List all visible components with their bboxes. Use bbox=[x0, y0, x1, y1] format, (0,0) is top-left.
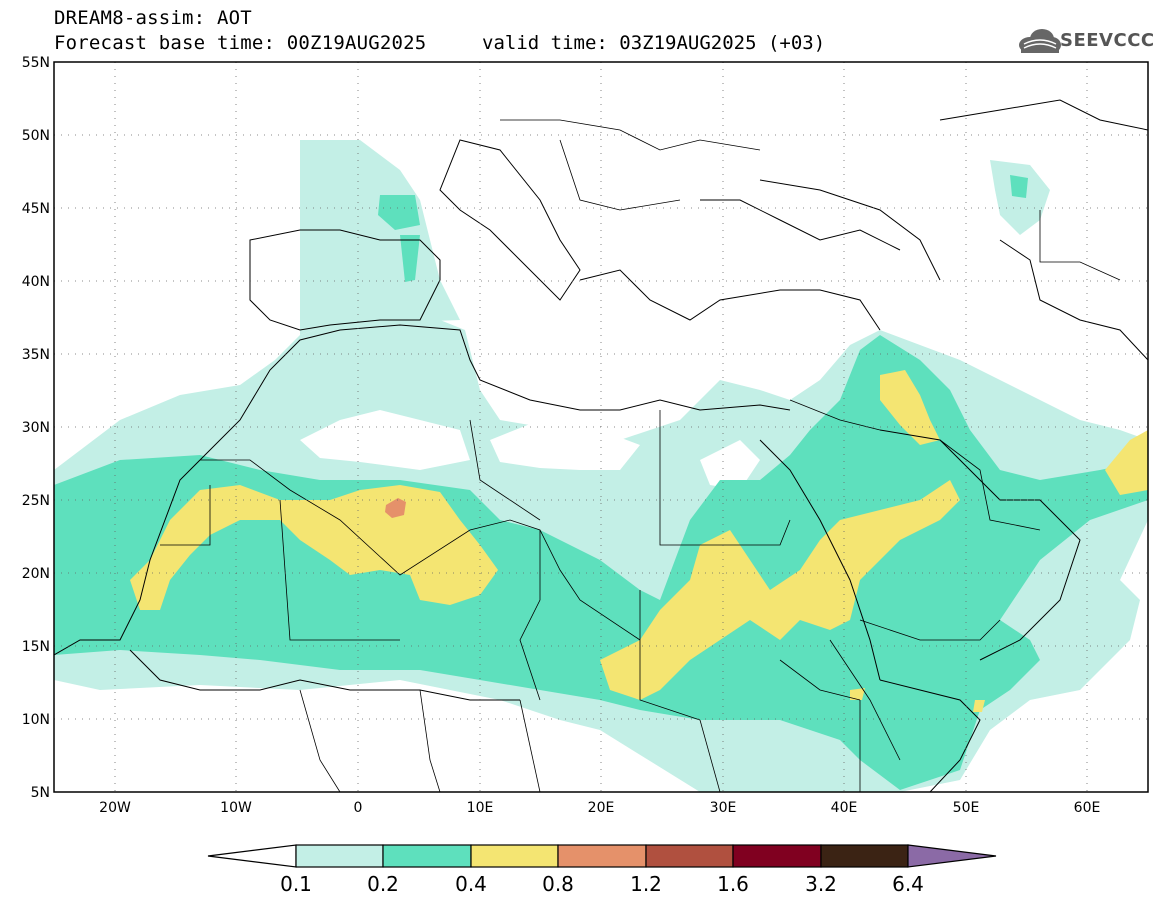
lon-tick: 30E bbox=[710, 800, 737, 816]
lat-tick: 30N bbox=[22, 420, 50, 436]
logo-text: SEEVCCC bbox=[1060, 30, 1155, 51]
lon-tick: 40E bbox=[831, 800, 858, 816]
lon-axis: 20W 10W 0 10E 20E 30E 40E 50E 60E bbox=[99, 800, 1100, 816]
colorbar-high-arrow bbox=[907, 844, 997, 868]
cloud-logo-icon bbox=[1019, 29, 1061, 53]
model-title: DREAM8-assim: AOT bbox=[54, 7, 252, 29]
colorbar-label: 1.6 bbox=[717, 872, 749, 896]
colorbar-cell bbox=[382, 844, 472, 868]
map-frame bbox=[53, 61, 1149, 793]
lon-tick: 0 bbox=[354, 800, 363, 816]
lat-axis: 55N 50N 45N 40N 35N 30N 25N 20N 15N 10N … bbox=[22, 55, 50, 801]
lon-tick: 60E bbox=[1074, 800, 1101, 816]
lat-tick: 25N bbox=[22, 493, 50, 509]
colorbar-label: 0.4 bbox=[455, 872, 487, 896]
aot-field bbox=[54, 62, 1148, 792]
lat-tick: 15N bbox=[22, 639, 50, 655]
lat-tick: 40N bbox=[22, 274, 50, 290]
country-borders bbox=[160, 119, 1121, 792]
lon-tick: 10E bbox=[467, 800, 494, 816]
aot-band-0.4-0.8 bbox=[130, 370, 1148, 712]
colorbar-label: 0.1 bbox=[280, 872, 312, 896]
colorbar-label: 0.8 bbox=[542, 872, 574, 896]
colorbar-cell bbox=[557, 844, 647, 868]
colorbar-cell bbox=[820, 844, 909, 868]
aot-clear-areas bbox=[300, 410, 760, 490]
lat-tick: 35N bbox=[22, 347, 50, 363]
colorbar-low-arrow bbox=[207, 844, 297, 868]
valid-time: valid time: 03Z19AUG2025 (+03) bbox=[482, 32, 826, 54]
lon-tick: 50E bbox=[953, 800, 980, 816]
lat-tick: 20N bbox=[22, 566, 50, 582]
coastlines bbox=[54, 99, 1148, 792]
colorbar-label: 1.2 bbox=[630, 872, 662, 896]
lon-tick: 10W bbox=[220, 800, 252, 816]
lat-tick: 55N bbox=[22, 55, 50, 71]
aot-band-0.8-1.2 bbox=[385, 498, 406, 518]
colorbar-cell bbox=[645, 844, 734, 868]
colorbar-label: 3.2 bbox=[805, 872, 837, 896]
lon-tick: 20W bbox=[99, 800, 131, 816]
lat-tick: 10N bbox=[22, 712, 50, 728]
graticule bbox=[54, 62, 1148, 792]
colorbar-cell bbox=[470, 844, 559, 868]
lat-tick: 45N bbox=[22, 201, 50, 217]
colorbar-cell bbox=[732, 844, 822, 868]
colorbar-label: 0.2 bbox=[367, 872, 399, 896]
lon-tick: 20E bbox=[588, 800, 615, 816]
colorbar bbox=[207, 844, 997, 868]
colorbar-label: 6.4 bbox=[892, 872, 924, 896]
colorbar-cell bbox=[295, 844, 384, 868]
forecast-base-time: Forecast base time: 00Z19AUG2025 bbox=[54, 32, 427, 54]
lat-tick: 5N bbox=[31, 785, 50, 801]
aot-band-0.2-0.4 bbox=[54, 175, 1148, 790]
lat-tick: 50N bbox=[22, 128, 50, 144]
